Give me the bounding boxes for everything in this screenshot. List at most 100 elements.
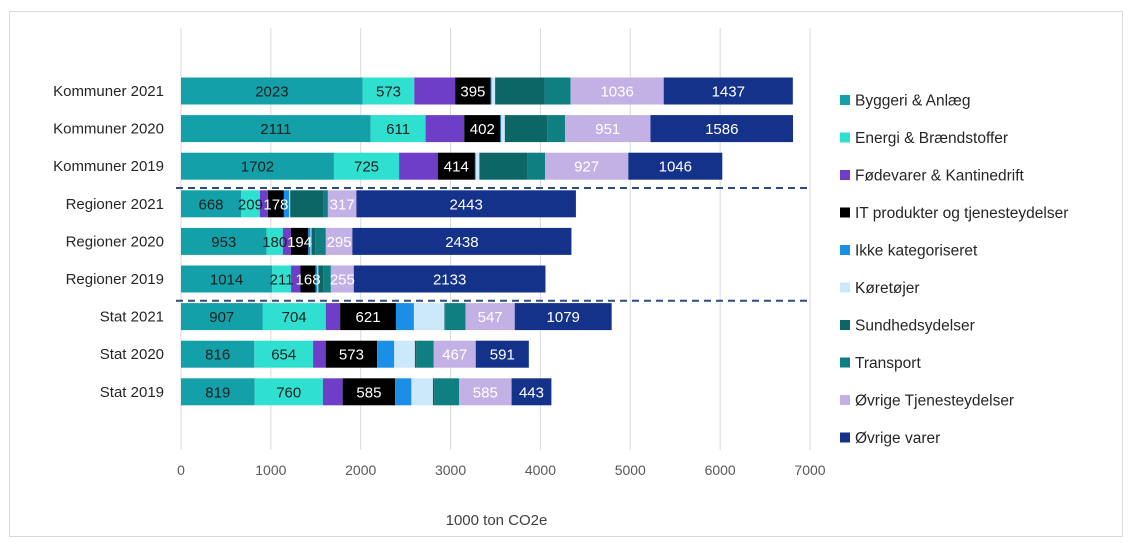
bar-segment bbox=[300, 265, 316, 293]
bar-segment bbox=[333, 152, 400, 180]
bar-segments bbox=[181, 77, 794, 406]
category-label: Stat 2020 bbox=[100, 346, 164, 363]
bar-segment bbox=[394, 340, 415, 368]
bar-segment bbox=[272, 265, 292, 293]
bar-segment bbox=[289, 190, 291, 218]
category-label: Stat 2021 bbox=[100, 309, 164, 326]
data-label: 211 bbox=[270, 272, 294, 289]
bar-segment bbox=[323, 265, 331, 293]
category-label: Regioner 2021 bbox=[66, 196, 164, 213]
data-label: 704 bbox=[282, 309, 307, 326]
data-label: 2111 bbox=[260, 121, 291, 138]
bar-segment bbox=[501, 115, 505, 143]
data-label: 1046 bbox=[659, 159, 692, 176]
legend-label: Ikke kategoriseret bbox=[855, 243, 978, 260]
bar-segment bbox=[327, 190, 357, 218]
bar-segment bbox=[340, 303, 396, 331]
legend-swatch bbox=[840, 357, 850, 368]
bar-segment bbox=[504, 115, 548, 143]
legend-label: IT produkter og tjenesteydelser bbox=[855, 205, 1068, 222]
bar-segment bbox=[377, 340, 395, 368]
x-tick-4000: 4000 bbox=[525, 462, 556, 478]
bar-segment bbox=[308, 227, 311, 255]
x-tick-7000: 7000 bbox=[794, 462, 825, 478]
legend-swatch bbox=[840, 245, 850, 255]
legend-swatch bbox=[840, 395, 850, 405]
bar-segment bbox=[475, 340, 529, 368]
bar-segment bbox=[416, 340, 434, 368]
bar-segment bbox=[413, 303, 445, 331]
data-label: 1079 bbox=[547, 309, 580, 326]
data-label: 907 bbox=[209, 309, 234, 326]
bar-segment bbox=[544, 77, 571, 105]
bar-segment bbox=[455, 77, 491, 105]
bar-segment bbox=[291, 265, 301, 293]
bar-segment bbox=[464, 115, 501, 143]
bar-segment bbox=[181, 265, 273, 293]
x-tick-2000: 2000 bbox=[345, 462, 376, 478]
data-label: 611 bbox=[386, 121, 410, 138]
legend-swatch bbox=[840, 207, 850, 218]
data-label: 443 bbox=[519, 384, 544, 401]
bar-segment bbox=[330, 265, 354, 293]
data-label: 1036 bbox=[600, 84, 633, 101]
bar-segment bbox=[411, 378, 433, 406]
bar-segment bbox=[474, 152, 476, 180]
bar-segment bbox=[395, 378, 412, 406]
bar-segment bbox=[317, 265, 319, 293]
data-label: 585 bbox=[473, 384, 498, 401]
bar-segment bbox=[315, 227, 326, 255]
data-label: 395 bbox=[460, 84, 485, 101]
x-tick-5000: 5000 bbox=[615, 462, 646, 478]
bar-segment bbox=[425, 115, 465, 143]
bar-segment bbox=[395, 303, 414, 331]
bar-segment bbox=[325, 303, 341, 331]
data-label: 180 bbox=[262, 234, 287, 251]
data-label: 467 bbox=[442, 347, 467, 364]
bar-segment bbox=[254, 378, 323, 406]
data-label: 194 bbox=[287, 234, 312, 251]
data-label: 209 bbox=[238, 196, 263, 213]
legend-label: Transport bbox=[855, 355, 921, 372]
category-label: Kommuner 2021 bbox=[53, 83, 164, 100]
bar-segment bbox=[181, 152, 334, 180]
bar-segment bbox=[479, 152, 528, 180]
bar-segment bbox=[445, 303, 466, 331]
bar-segment bbox=[318, 265, 324, 293]
bar-segment bbox=[491, 77, 496, 105]
bar-segment bbox=[527, 152, 546, 180]
bar-segment bbox=[500, 115, 502, 143]
bar-segment bbox=[663, 77, 793, 105]
data-label: 927 bbox=[574, 159, 599, 176]
bar-segment bbox=[181, 340, 255, 368]
bar-segment bbox=[545, 152, 629, 180]
data-label: 255 bbox=[330, 272, 355, 289]
data-label: 819 bbox=[205, 384, 230, 401]
data-label: 2438 bbox=[445, 234, 478, 251]
bar-segment bbox=[352, 227, 572, 255]
data-label: 402 bbox=[470, 121, 495, 138]
data-label: 725 bbox=[354, 159, 379, 176]
bar-segment bbox=[325, 340, 378, 368]
x-tick-labels: 0 1000 2000 3000 4000 5000 6000 7000 bbox=[177, 462, 826, 478]
data-label: 414 bbox=[444, 159, 469, 176]
bar-segment bbox=[262, 303, 326, 331]
bar-segment bbox=[650, 115, 794, 143]
data-label: 1437 bbox=[712, 84, 745, 101]
data-label: 2023 bbox=[255, 84, 288, 101]
bar-segment bbox=[181, 77, 363, 105]
bar-segment bbox=[432, 378, 435, 406]
bar-segment bbox=[266, 227, 283, 255]
bar-segment bbox=[495, 77, 545, 105]
data-label: 547 bbox=[478, 309, 503, 326]
bar-segment bbox=[628, 152, 723, 180]
data-label: 591 bbox=[490, 347, 515, 364]
x-tick-0: 0 bbox=[177, 462, 185, 478]
data-label: 816 bbox=[205, 347, 230, 364]
bar-segment bbox=[414, 340, 417, 368]
category-label: Stat 2019 bbox=[100, 384, 164, 401]
legend-label: Energi & Brændstoffer bbox=[855, 130, 1008, 147]
legend-label: Sundhedsydelser bbox=[855, 318, 975, 335]
bar-segment bbox=[434, 378, 460, 406]
bar-segment bbox=[322, 378, 343, 406]
